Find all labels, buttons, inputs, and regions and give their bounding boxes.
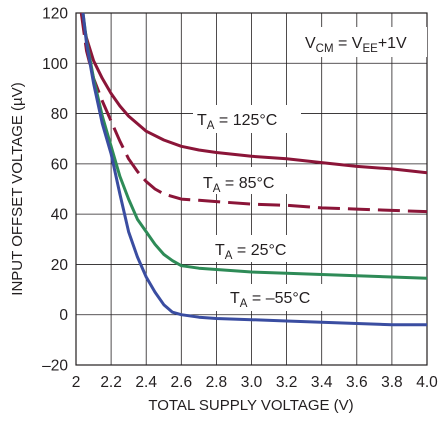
x-axis-label: TOTAL SUPPLY VOLTAGE (V): [148, 397, 353, 414]
series-label-main-0: T: [197, 112, 207, 129]
x-tick-label-2: 2.4: [135, 374, 157, 391]
series-label-rest-0: = 125°C: [214, 112, 277, 129]
x-tick-label-3: 2.6: [171, 374, 193, 391]
series-label-main-1: T: [203, 175, 213, 192]
condition-label: VCM = VEE+1V: [305, 35, 407, 55]
y-axis-label: INPUT OFFSET VOLTAGE (µV): [9, 82, 26, 295]
series-label-sub-0: A: [207, 120, 215, 132]
series-label-rest-3: = –55°C: [247, 290, 310, 307]
series-label-rest-2: = 25°C: [232, 242, 286, 259]
series-label-box-0: [193, 105, 301, 133]
y-tick-label-3: 40: [51, 207, 69, 224]
x-tick-labels: 2 2.2 2.4 2.6 2.8 3.0 3.2 3.4 3.6 3.8 4.0: [72, 374, 438, 391]
series-label-box-1: [193, 167, 288, 194]
series-label-box-3: [216, 284, 330, 311]
series-label-3: TA = –55°C: [230, 290, 310, 310]
series-label-sub-1: A: [213, 183, 221, 195]
condition-tail: +1V: [378, 35, 407, 52]
y-tick-label-6: 100: [42, 56, 68, 73]
plot-border: [75, 12, 428, 366]
x-tick-label-9: 3.8: [381, 374, 403, 391]
series-label-sub-2: A: [225, 250, 233, 262]
series-label-main-2: T: [215, 242, 225, 259]
series-layer: [79, 12, 428, 327]
series-label-1: TA = 85°C: [203, 175, 274, 195]
series-line-1: [79, 12, 428, 214]
series-label-box-2: [204, 235, 304, 262]
x-tick-label-4: 2.8: [206, 374, 228, 391]
y-tick-labels: –20 0 20 40 60 80 100 120: [42, 6, 68, 375]
y-tick-label-0: –20: [42, 358, 68, 375]
series-label-main-3: T: [230, 290, 240, 307]
series-line-3: [81, 12, 427, 327]
x-tick-label-6: 3.2: [276, 374, 298, 391]
x-tick-label-7: 3.4: [311, 374, 333, 391]
y-tick-label-1: 0: [59, 307, 68, 324]
series-label-sub-3: A: [240, 298, 248, 310]
x-tick-label-1: 2.2: [100, 374, 122, 391]
y-tick-label-5: 80: [51, 106, 69, 123]
condition-sub-ee: EE: [362, 43, 378, 55]
y-tick-label-7: 120: [42, 6, 68, 23]
x-tick-label-0: 2: [72, 374, 81, 391]
condition-main: V: [305, 35, 316, 52]
y-tick-label-4: 60: [51, 156, 69, 173]
plot-frame: [75, 12, 428, 366]
y-tick-label-2: 20: [51, 257, 69, 274]
condition-box: [300, 27, 427, 57]
x-tick-label-8: 3.6: [346, 374, 368, 391]
series-line-0: [79, 12, 428, 175]
condition-mid: = V: [334, 35, 363, 52]
labels-layer: TA = 125°CTA = 85°CTA = 25°CTA = –55°C: [193, 27, 427, 311]
series-label-2: TA = 25°C: [215, 242, 286, 262]
series-label-rest-1: = 85°C: [220, 175, 274, 192]
series-label-0: TA = 125°C: [197, 112, 277, 132]
condition-sub-cm: CM: [316, 43, 334, 55]
x-tick-label-5: 3.0: [241, 374, 263, 391]
x-tick-label-10: 4.0: [416, 374, 438, 391]
series-line-2: [81, 12, 428, 280]
